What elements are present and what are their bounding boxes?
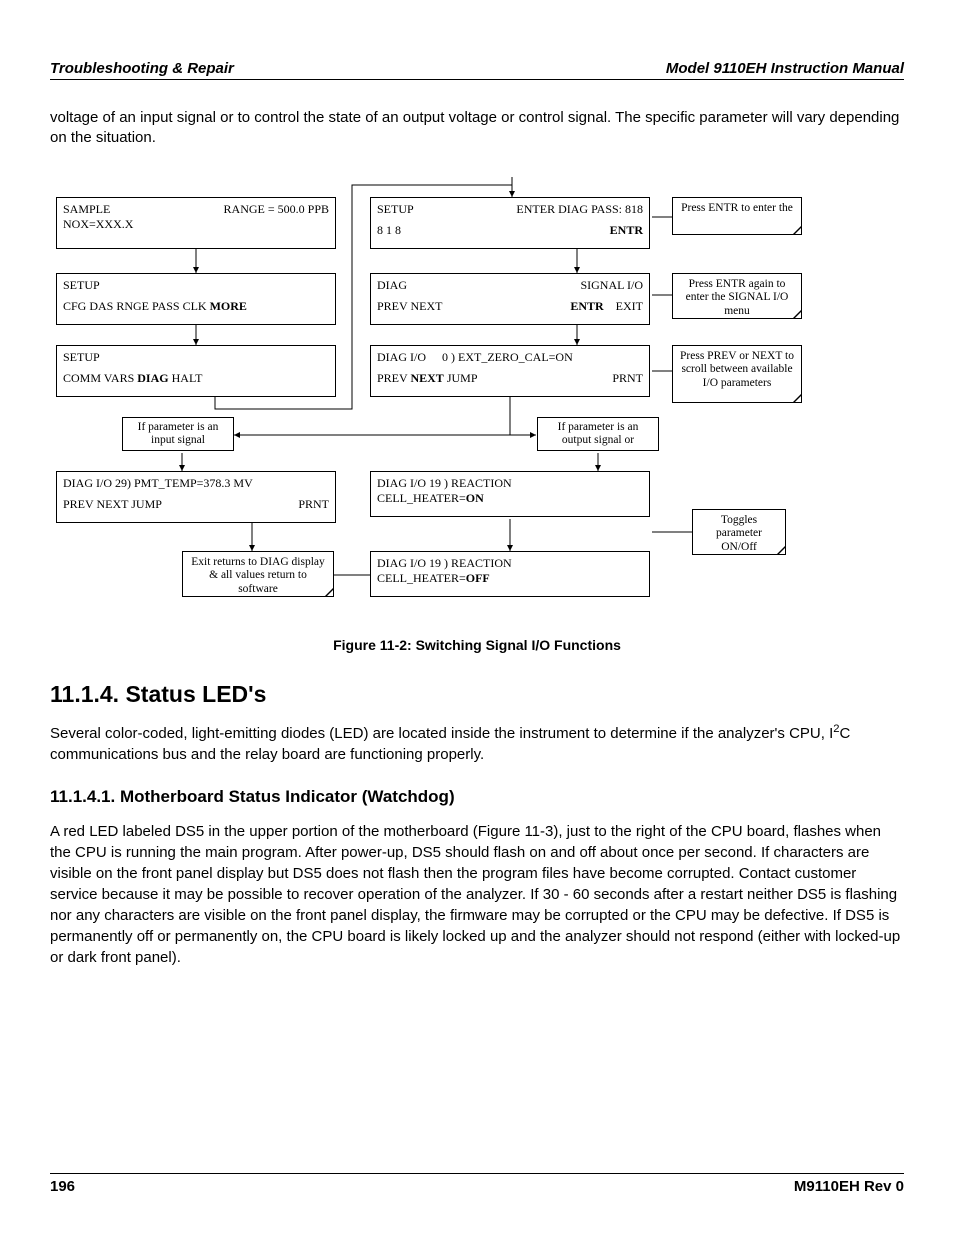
label: Toggles parameter ON/Off <box>716 514 762 554</box>
branch-output-signal: If parameter is an output signal or <box>537 417 659 451</box>
label: SETUP <box>63 278 100 292</box>
label: ENTR <box>610 223 643 238</box>
flowchart-figure: SAMPLE RANGE = 500.0 PPB NOX=XXX.X SETUP… <box>52 177 902 607</box>
label: RANGE = 500.0 PPB <box>224 202 329 217</box>
label: Press ENTR again to enter the SIGNAL I/O… <box>686 278 789 318</box>
branch-input-signal: If parameter is an input signal <box>122 417 234 451</box>
figure-caption: Figure 11-2: Switching Signal I/O Functi… <box>50 637 904 653</box>
subsection-number: 11.1.4.1. <box>50 787 115 806</box>
section-body: Several color-coded, light-emitting diod… <box>50 722 904 765</box>
label: EXIT <box>616 299 643 313</box>
section-title: Status LED's <box>125 681 266 707</box>
label: SETUP <box>377 202 414 217</box>
label: PREV NEXT <box>377 299 442 314</box>
label: CELL_HEATER= <box>377 491 466 505</box>
label: PRNT <box>298 497 329 512</box>
revision: M9110EH Rev 0 <box>794 1178 904 1195</box>
label: SIGNAL I/O <box>580 278 643 293</box>
box-reaction-cell-on: DIAG I/O 19 ) REACTION CELL_HEATER=ON <box>370 471 650 517</box>
label: PREV <box>377 371 407 385</box>
page-number: 196 <box>50 1178 75 1195</box>
label: ENTER DIAG PASS: 818 <box>516 202 643 217</box>
label: ON <box>466 491 484 505</box>
box-reaction-cell-off: DIAG I/O 19 ) REACTION CELL_HEATER=OFF <box>370 551 650 597</box>
label: SETUP <box>63 350 100 364</box>
label: DIAG I/O 19 ) REACTION <box>377 476 512 490</box>
label: PREV NEXT JUMP <box>63 497 162 512</box>
header-left: Troubleshooting & Repair <box>50 60 234 77</box>
note-press-entr: Press ENTR to enter the <box>672 197 802 235</box>
note-press-entr-again: Press ENTR again to enter the SIGNAL I/O… <box>672 273 802 319</box>
label: If parameter is an output signal or <box>558 421 639 447</box>
label: 0 ) EXT_ZERO_CAL=ON <box>442 350 573 365</box>
label: Press ENTR to enter the <box>681 202 793 214</box>
label: DIAG I/O <box>377 350 426 365</box>
page-header: Troubleshooting & Repair Model 9110EH In… <box>50 60 904 80</box>
section-number: 11.1.4. <box>50 681 119 707</box>
label: SAMPLE <box>63 202 110 217</box>
label: DIAG I/O 19 ) REACTION <box>377 556 512 570</box>
label: CFG DAS RNGE PASS CLK <box>63 299 207 313</box>
label: Press PREV or NEXT to scroll between ava… <box>680 350 794 390</box>
label: DIAG I/O 29) PMT_TEMP=378.3 MV <box>63 476 253 490</box>
note-press-prev-next: Press PREV or NEXT to scroll between ava… <box>672 345 802 403</box>
box-ext-zero-cal: DIAG I/O 0 ) EXT_ZERO_CAL=ON PREV NEXT J… <box>370 345 650 397</box>
subsection-heading: 11.1.4.1. Motherboard Status Indicator (… <box>50 787 904 807</box>
box-setup1: SETUP CFG DAS RNGE PASS CLK MORE <box>56 273 336 325</box>
label: DIAG <box>377 278 407 293</box>
box-signal-io: DIAG SIGNAL I/O PREV NEXT ENTR EXIT <box>370 273 650 325</box>
subsection-title: Motherboard Status Indicator (Watchdog) <box>120 787 455 806</box>
label: 8 1 8 <box>377 223 401 238</box>
label: JUMP <box>447 371 478 385</box>
note-exit-returns: Exit returns to DIAG display & all value… <box>182 551 334 597</box>
label: DIAG <box>137 371 168 385</box>
label: PRNT <box>612 371 643 386</box>
page-footer: 196 M9110EH Rev 0 <box>50 1173 904 1195</box>
label: CELL_HEATER= <box>377 571 466 585</box>
label: If parameter is an input signal <box>138 421 219 447</box>
box-sample: SAMPLE RANGE = 500.0 PPB NOX=XXX.X <box>56 197 336 249</box>
box-pmt-temp: DIAG I/O 29) PMT_TEMP=378.3 MV PREV NEXT… <box>56 471 336 523</box>
label: Exit returns to DIAG display & all value… <box>191 556 325 596</box>
label: HALT <box>172 371 203 385</box>
label: ENTR <box>570 299 603 313</box>
label: OFF <box>466 571 490 585</box>
label: COMM VARS <box>63 371 134 385</box>
header-right: Model 9110EH Instruction Manual <box>666 60 904 77</box>
subsection-body: A red LED labeled DS5 in the upper porti… <box>50 821 904 968</box>
intro-paragraph: voltage of an input signal or to control… <box>50 108 904 149</box>
box-enter-diag-pass: SETUP ENTER DIAG PASS: 818 8 1 8 ENTR <box>370 197 650 249</box>
label: NEXT <box>410 371 443 385</box>
section-heading: 11.1.4. Status LED's <box>50 681 904 708</box>
note-toggles: Toggles parameter ON/Off <box>692 509 786 555</box>
label: NOX=XXX.X <box>63 217 133 231</box>
label: MORE <box>210 299 247 313</box>
box-setup2: SETUP COMM VARS DIAG HALT <box>56 345 336 397</box>
